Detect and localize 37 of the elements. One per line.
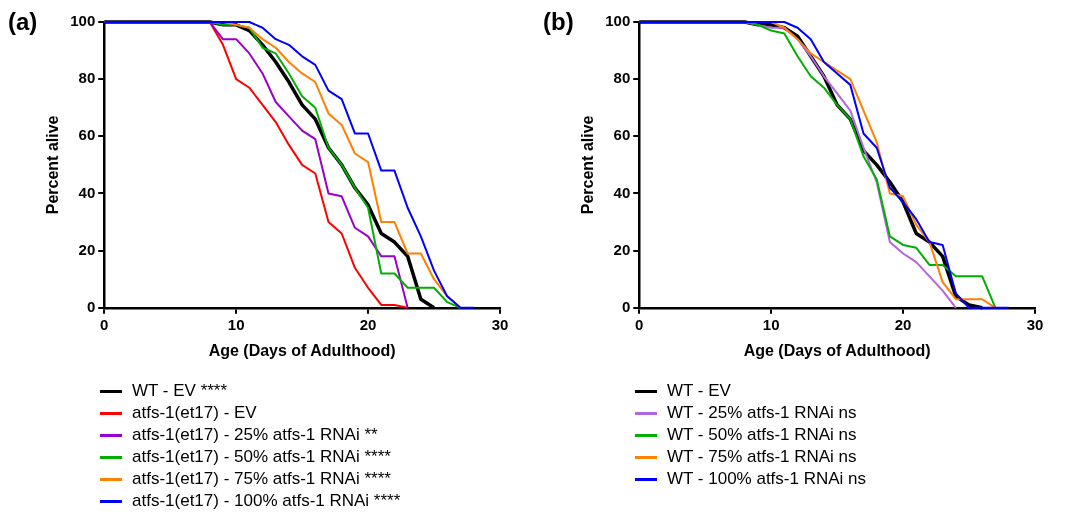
y-tick-label: 100	[70, 12, 96, 30]
y-tick-label: 80	[78, 69, 96, 87]
y-tick-label: 0	[621, 297, 631, 315]
y-tick-label: 60	[78, 126, 96, 144]
x-tick-label: 10	[762, 315, 780, 333]
x-tick-label: 0	[100, 315, 109, 333]
y-tick-label: 20	[78, 240, 96, 258]
y-axis-title: Percent alive	[579, 115, 597, 215]
legend-label: atfs-1(et17) - 50% atfs-1 RNAi ****	[132, 446, 391, 468]
y-tick-label: 0	[86, 297, 96, 315]
x-tick-label: 30	[491, 315, 509, 333]
y-axis-title: Percent alive	[44, 115, 62, 215]
y-tick-label: 40	[78, 183, 96, 201]
y-tick-label: 100	[605, 12, 631, 30]
x-axis-title: Age (Days of Adulthood)	[208, 341, 396, 359]
legend-label: WT - EV	[667, 380, 731, 402]
y-tick-label: 60	[613, 126, 631, 144]
legend-label: atfs-1(et17) - 25% atfs-1 RNAi **	[132, 424, 378, 446]
y-tick-label: 80	[613, 69, 631, 87]
x-tick-label: 0	[635, 315, 644, 333]
x-tick-label: 30	[1026, 315, 1044, 333]
x-tick-label: 20	[894, 315, 912, 333]
legend-label: WT - 100% atfs-1 RNAi ns	[667, 468, 867, 490]
legend-label: atfs-1(et17) - 100% atfs-1 RNAi ****	[132, 490, 401, 512]
y-tick-label: 20	[613, 240, 631, 258]
legend-label: atfs-1(et17) - 75% atfs-1 RNAi ****	[132, 468, 391, 490]
chart-title: (a)	[8, 8, 38, 36]
legend-label: WT - 50% atfs-1 RNAi ns	[667, 424, 857, 446]
legend-label: WT - EV ****	[132, 380, 228, 402]
legend-label: WT - 25% atfs-1 RNAi ns	[667, 402, 857, 424]
x-tick-label: 20	[359, 315, 377, 333]
y-tick-label: 40	[613, 183, 631, 201]
x-axis-title: Age (Days of Adulthood)	[743, 341, 931, 359]
legend-label: atfs-1(et17) - EV	[132, 402, 257, 424]
legend-label: WT - 75% atfs-1 RNAi ns	[667, 446, 857, 468]
x-tick-label: 10	[227, 315, 245, 333]
chart-title: (b)	[543, 8, 574, 36]
